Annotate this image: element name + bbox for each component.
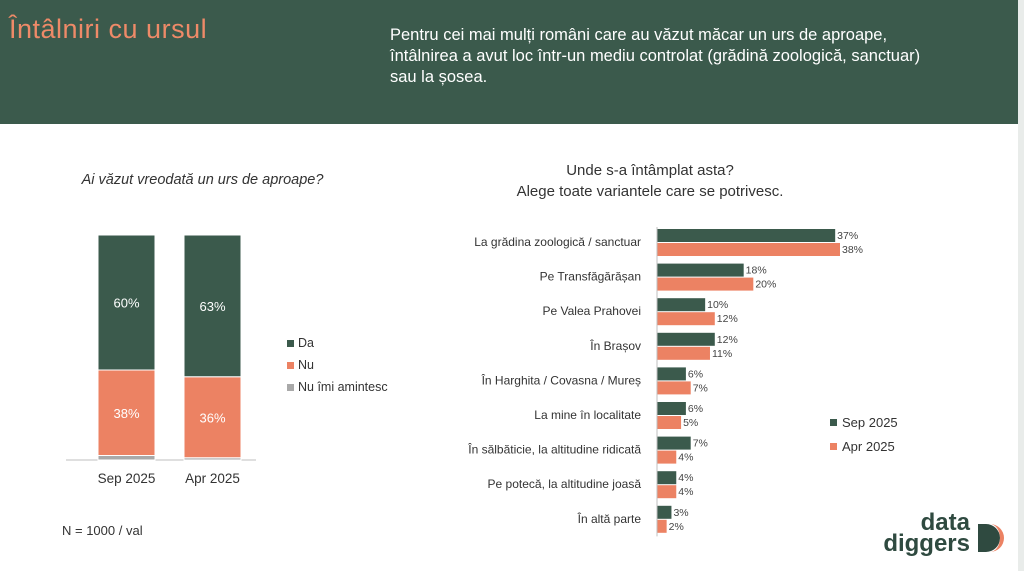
bar-value-label: 4% [678,486,693,498]
category-label: În Harghita / Covasna / Mureș [481,372,641,387]
segment-label: 63% [199,299,225,314]
sample-size-note: N = 1000 / val [62,523,143,538]
right-question-line2: Alege toate variantele care se potrivesc… [516,183,784,200]
legend-swatch [287,340,294,347]
bar-value-label: 18% [746,265,767,277]
bar-value-label: 5% [683,417,698,429]
bar-value-label: 12% [717,334,738,346]
bar [657,436,691,450]
category-label: În altă parte [577,511,642,526]
segment-label: 38% [113,406,139,421]
legend-label: Da [298,336,314,350]
segment-label: 36% [199,410,225,425]
bar [657,471,677,485]
category-label: La mine în localitate [534,408,641,422]
bar-value-label: 4% [678,452,693,464]
category-label: În Brașov [589,338,641,353]
header-banner [0,0,1018,124]
bar-value-label: 38% [842,244,863,256]
bar [657,312,715,326]
bar-value-label: 6% [688,368,703,380]
bar [657,298,706,312]
bar [657,450,677,464]
legend-label: Nu îmi amintesc [298,380,388,394]
legend-swatch [287,384,294,391]
bar [657,346,710,360]
legend-label: Sep 2025 [842,415,898,430]
bar-value-label: 12% [717,313,738,325]
bar [657,402,686,415]
bar [657,277,754,291]
logo-word-diggers: diggers [883,530,970,557]
left-chart-question: Ai văzut vreodată un urs de aproape? [81,172,324,188]
category-label: La grădina zoologică / sanctuar [474,235,641,249]
bar-segment [97,369,156,456]
stacked-bar-chart: 38% 60% Sep 2025 36% 63% Apr 2025 Da Nu Nu îmi a… [66,234,388,486]
legend-swatch [830,443,837,450]
bar-value-label: 6% [688,403,703,415]
datadiggers-logo: data diggers [862,509,1012,562]
category-label: Pe Valea Prahovei [542,304,641,318]
page-title: Întâlniri cu ursul [9,14,208,44]
right-edge-strip [1018,0,1024,571]
bar-segment [183,234,242,378]
horizontal-bar-chart: 37% 38% La grădina zoologică / sanctuar 18%… [467,227,898,537]
segment-label: 60% [113,296,139,311]
bar-value-label: 37% [837,230,858,242]
bar-segment [97,455,156,461]
legend-swatch [287,362,294,369]
bar-value-label: 4% [678,472,693,484]
bar-value-label: 11% [712,348,732,360]
bar [657,229,836,242]
right-chart-question: Unde s-a întâmplat asta? Alege toate var… [440,160,860,202]
bar [657,485,677,499]
bar-value-label: 2% [669,521,684,533]
bar-value-label: 7% [693,438,708,450]
category-tick-label: Sep 2025 [98,471,156,486]
legend-swatch [830,419,837,426]
bar [657,381,691,395]
bar [657,263,744,277]
category-label: Pe potecă, la altitudine joasă [488,477,642,491]
legend-label: Nu [298,358,314,372]
bar-segment [97,234,156,371]
bar [657,519,667,533]
bar [657,243,840,256]
category-label: Pe Transfăgărășan [540,270,641,284]
bar-value-label: 3% [673,507,688,519]
bar-segment [183,376,242,459]
right-question-line1: Unde s-a întâmplat asta? [566,162,734,179]
bar-value-label: 10% [707,299,728,311]
bar-value-label: 20% [755,279,776,291]
category-label: În sălbăticie, la altitudine ridicată [467,442,641,457]
logo-d-mark-icon [978,524,1004,552]
page-subtitle: Pentru cei mai mulți români care au văzu… [390,26,921,86]
bar [657,332,715,346]
bar-value-label: 7% [693,382,708,394]
logo-wordmark: data diggers [862,509,970,557]
bar [657,505,672,519]
legend-label: Apr 2025 [842,439,895,454]
category-tick-label: Apr 2025 [185,471,240,486]
bar [657,416,682,429]
bar [657,367,686,381]
logo-word-data: data [920,509,970,536]
